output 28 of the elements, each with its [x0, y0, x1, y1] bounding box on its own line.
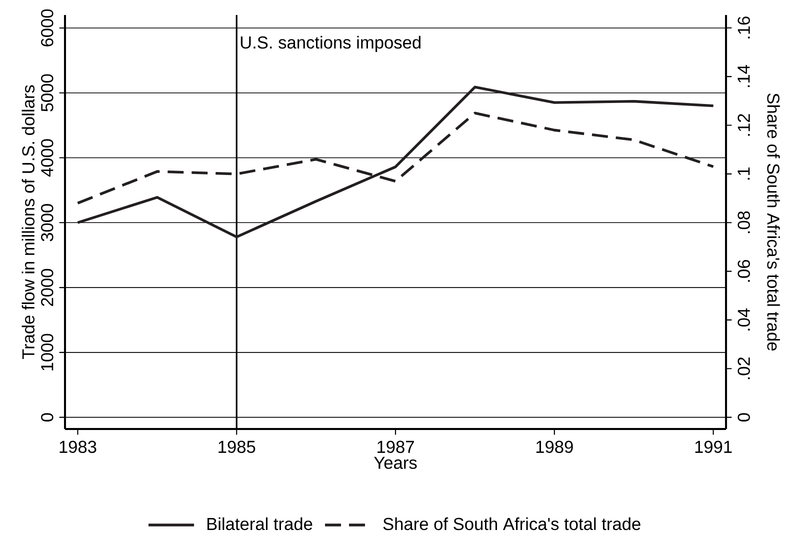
x-tick-label: 1983	[60, 440, 96, 454]
x-tick-label: 1985	[218, 440, 256, 454]
y2-tick-label: .08	[738, 211, 750, 234]
y2-tick-label: .12	[738, 114, 750, 136]
y2-tick-label: .04	[738, 308, 750, 330]
y-tick-label: 0	[41, 413, 54, 422]
x-tick-label: 1989	[536, 440, 573, 454]
y-tick-label: 1000	[41, 334, 54, 370]
y2-tick-label: 0	[738, 413, 750, 422]
line-series	[76, 86, 715, 238]
y2-tick-label: .02	[738, 357, 750, 380]
y-tick-label: 5000	[41, 74, 54, 112]
y-tick-label: 3000	[41, 204, 54, 242]
y2-tick-label: .1	[738, 168, 750, 180]
x-axis-title: Years	[374, 456, 417, 469]
ref-line-label: U.S. sanctions imposed	[240, 36, 420, 52]
y-tick-label: 2000	[41, 268, 54, 306]
x-tick-label: 1991	[695, 440, 732, 454]
x-tick-label: 1987	[378, 440, 414, 454]
y2-tick-label: .16	[738, 16, 750, 38]
legend-label: Share of South Africa's total trade	[383, 517, 640, 530]
y2-tick-label: .14	[738, 65, 750, 88]
legend-label: Bilateral trade	[207, 517, 312, 530]
y2-tick-label: .06	[738, 260, 750, 282]
y-axis-title: Trade flow in millions of U.S. dollars	[22, 85, 35, 360]
y-tick-label: 4000	[41, 139, 54, 177]
y-tick-label: 6000	[41, 9, 54, 46]
y2-axis-title: Share of South Africa's total trade	[767, 93, 780, 351]
